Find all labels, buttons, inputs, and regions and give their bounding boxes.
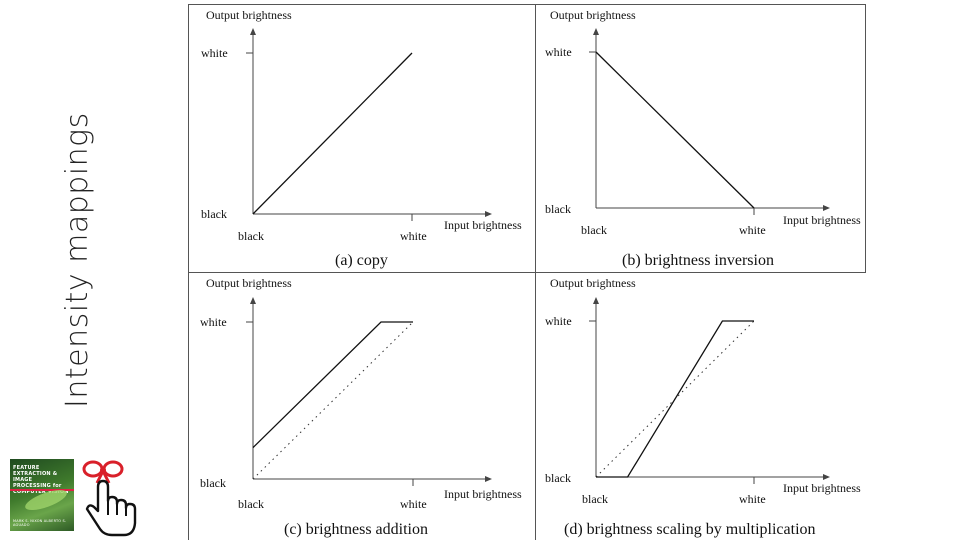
y-axis-arrow (250, 297, 256, 304)
caption-text: brightness addition (306, 521, 428, 538)
caption-text: copy (357, 252, 388, 269)
mapping-curve (596, 320, 754, 478)
y-tick-label-black: black (545, 202, 571, 216)
panel-a: Output brightness white black black whit… (201, 8, 522, 269)
x-axis-label: Input brightness (444, 487, 522, 501)
figure-grid (188, 4, 866, 540)
y-axis-label: Output brightness (206, 276, 292, 290)
mapping-curve (595, 51, 755, 209)
ribbon-knot (100, 467, 106, 473)
y-axis-arrow (593, 297, 599, 304)
y-tick-label-black: black (200, 476, 226, 490)
panel-b: Output brightness white black black whit… (545, 8, 861, 269)
x-tick-label-white: white (400, 229, 427, 243)
x-tick-label-black: black (582, 492, 608, 506)
x-tick-label-black: black (238, 497, 264, 511)
y-axis-arrow (593, 28, 599, 35)
book-authors: MARK S. NIXON ALBERTO S. AGUADO (13, 519, 67, 527)
x-tick-label-white: white (400, 497, 427, 511)
slide-title: Intensity mappings (60, 112, 95, 408)
caption: (a) copy (335, 252, 388, 269)
finger-lines (107, 501, 127, 516)
y-tick-label-white: white (545, 45, 572, 59)
divider-right (865, 4, 866, 272)
y-tick-label-black: black (201, 207, 227, 221)
book-stripe (10, 489, 74, 491)
caption-text: brightness inversion (645, 252, 774, 269)
caption: (d) brightness scaling by multiplication (564, 521, 816, 538)
x-axis-arrow (485, 476, 492, 482)
x-tick-label-white: white (739, 492, 766, 506)
book-cover-image[interactable]: FEATURE EXTRACTION & IMAGE PROCESSING fo… (10, 459, 74, 531)
x-tick-label-black: black (581, 223, 607, 237)
x-axis-arrow (823, 205, 830, 211)
caption: (b) brightness inversion (622, 252, 774, 269)
caption-label: (a) (335, 252, 353, 269)
divider-top (188, 4, 866, 5)
book-title: FEATURE EXTRACTION & IMAGE PROCESSING fo… (13, 465, 69, 495)
reference-line (252, 321, 414, 480)
caption-label: (c) (284, 521, 302, 538)
y-axis-label: Output brightness (550, 8, 636, 22)
x-axis-arrow (485, 211, 492, 217)
y-tick-label-black: black (545, 471, 571, 485)
x-axis-label: Input brightness (783, 213, 861, 227)
panel-c: Output brightness white black black whit… (200, 276, 522, 538)
caption-label: (b) (622, 252, 641, 269)
y-axis-label: Output brightness (206, 8, 292, 22)
caption-text: brightness scaling by multiplication (587, 521, 816, 538)
x-tick-label-white: white (739, 223, 766, 237)
pointing-hand-gift-icon[interactable] (80, 455, 142, 539)
y-tick-label-white: white (545, 314, 572, 328)
caption: (c) brightness addition (284, 521, 428, 538)
y-axis-arrow (250, 28, 256, 35)
hand-outline (85, 479, 137, 537)
x-axis-arrow (823, 474, 830, 480)
panel-d: Output brightness white black black whit… (545, 276, 861, 538)
y-tick-label-white: white (200, 315, 227, 329)
mapping-curve (252, 52, 413, 215)
divider-middle-horizontal (188, 272, 866, 273)
x-axis-label: Input brightness (444, 218, 522, 232)
x-tick-label-black: black (238, 229, 264, 243)
x-axis-label: Input brightness (783, 481, 861, 495)
caption-label: (d) (564, 521, 583, 538)
y-tick-label-white: white (201, 46, 228, 60)
y-axis-label: Output brightness (550, 276, 636, 290)
mapping-curve (252, 321, 413, 449)
